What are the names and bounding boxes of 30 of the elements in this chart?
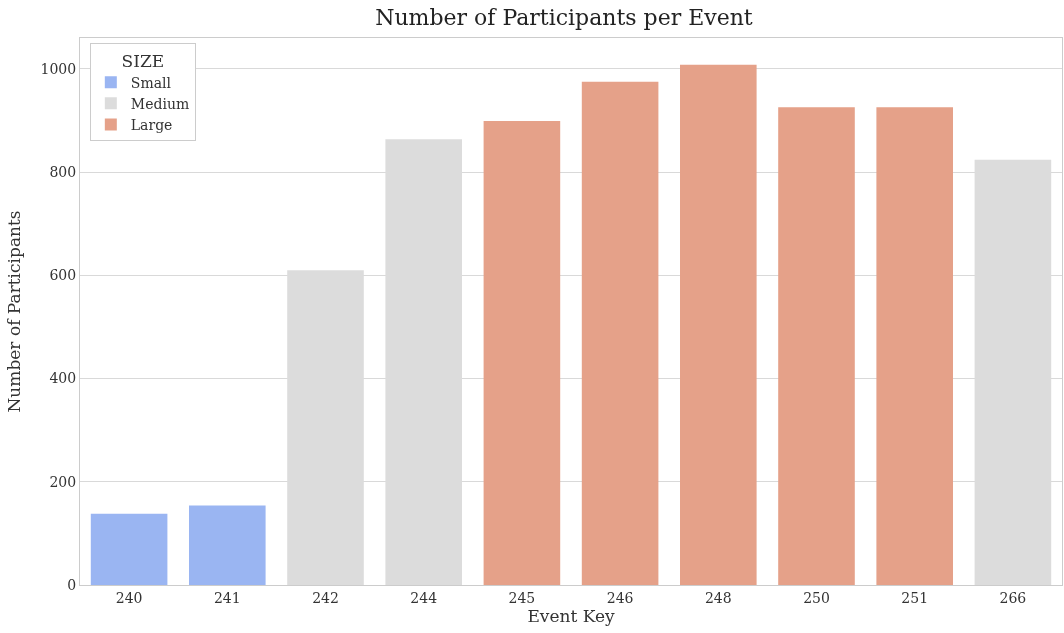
legend-label: Large xyxy=(130,117,173,134)
x-tick-label: 240 xyxy=(115,589,143,606)
y-tick-label: 0 xyxy=(67,576,77,593)
x-tick-label: 244 xyxy=(410,589,438,606)
bar xyxy=(189,505,266,585)
legend-label: Small xyxy=(130,74,172,91)
y-tick-label: 1000 xyxy=(40,60,77,77)
x-tick-label: 266 xyxy=(999,589,1027,606)
x-tick-label: 246 xyxy=(606,589,634,606)
chart-title: Number of Participants per Event xyxy=(375,4,753,30)
legend-title: SIZE xyxy=(121,50,165,71)
bar xyxy=(876,107,953,585)
y-tick-label: 600 xyxy=(49,267,77,284)
x-tick-label: 241 xyxy=(213,589,241,606)
y-tick-label: 400 xyxy=(49,370,77,387)
bar xyxy=(680,64,757,585)
y-axis-title: Number of Participants xyxy=(4,210,25,413)
y-tick-label: 200 xyxy=(49,473,77,490)
legend-label: Medium xyxy=(130,95,190,112)
bar xyxy=(90,513,168,585)
x-tick-label: 250 xyxy=(803,589,830,606)
x-axis-title: Event Key xyxy=(527,605,615,626)
x-tick-label: 245 xyxy=(508,589,536,606)
bar xyxy=(483,121,561,585)
bar xyxy=(581,81,659,585)
x-tick-label: 251 xyxy=(901,589,929,606)
x-tick-label: 248 xyxy=(704,589,732,606)
y-tick-label: 800 xyxy=(49,164,77,181)
x-tick-label: 242 xyxy=(312,589,339,606)
bar xyxy=(778,107,855,585)
